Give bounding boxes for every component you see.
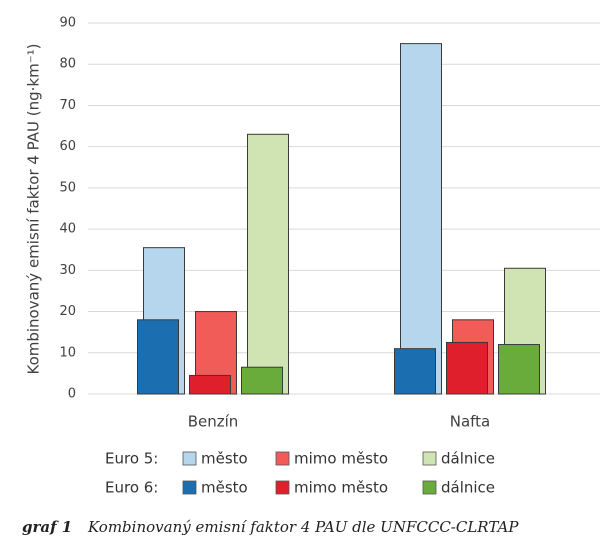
legend-label: město [201, 479, 248, 497]
legend-label: mimo město [294, 479, 388, 497]
y-tick-label: 70 [59, 98, 76, 113]
bar [394, 348, 436, 395]
legend-swatch [182, 451, 197, 466]
legend-group-label: Euro 5: [105, 450, 158, 468]
legend-swatch [422, 480, 437, 495]
legend-swatch [182, 480, 197, 495]
legend-group-label: Euro 6: [105, 479, 158, 497]
legend-label: město [201, 450, 248, 468]
caption-number: graf 1 [22, 518, 72, 536]
y-tick-label: 80 [59, 57, 76, 72]
y-tick-label: 30 [59, 263, 76, 278]
bar [189, 374, 231, 395]
legend-swatch [275, 451, 290, 466]
bar [137, 319, 179, 395]
x-tick-label: Nafta [450, 413, 491, 431]
legend-swatch [422, 451, 437, 466]
legend-label: dálnice [441, 479, 495, 497]
y-tick-label: 40 [59, 222, 76, 237]
caption: Kombinovaný emisní faktor 4 PAU dle UNFC… [87, 518, 519, 536]
legend-label: mimo město [294, 450, 388, 468]
y-tick-label: 0 [68, 387, 76, 402]
y-tick-label: 50 [59, 180, 76, 195]
x-tick-label: Benzín [188, 413, 239, 431]
bar [400, 43, 442, 395]
bar [241, 366, 283, 395]
y-tick-label: 90 [59, 16, 76, 31]
bar [498, 344, 540, 395]
y-tick-label: 10 [59, 345, 76, 360]
y-tick-label: 60 [59, 139, 76, 154]
y-axis-label: Kombinovaný emisní faktor 4 PAU (ng·km⁻¹… [25, 43, 43, 374]
bar [247, 133, 289, 395]
bar [446, 341, 488, 395]
legend-label: dálnice [441, 450, 495, 468]
legend-swatch [275, 480, 290, 495]
y-tick-label: 20 [59, 304, 76, 319]
